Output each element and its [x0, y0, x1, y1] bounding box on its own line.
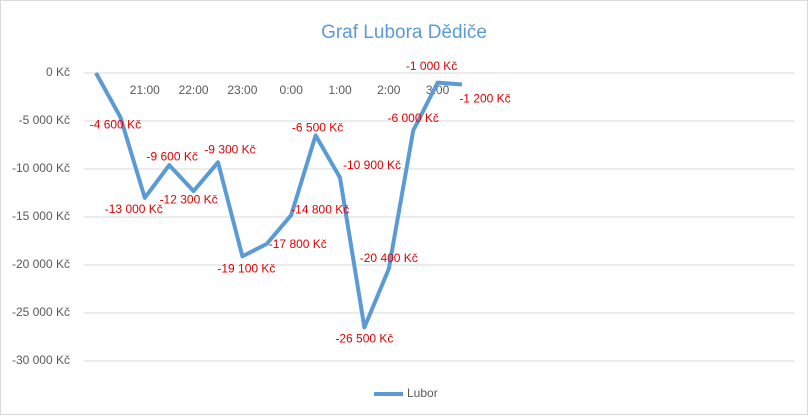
data-label: -6 000 Kč	[388, 111, 439, 125]
y-tick-label: -30 000 Kč	[12, 353, 70, 367]
data-label: -4 600 Kč	[90, 117, 141, 131]
data-label: -17 800 Kč	[269, 237, 327, 251]
data-label: -9 600 Kč	[147, 149, 198, 163]
data-line	[94, 72, 463, 330]
data-label: -20 400 Kč	[360, 251, 418, 265]
y-tick-label: -10 000 Kč	[12, 161, 70, 175]
data-label: -12 300 Kč	[160, 192, 218, 206]
data-label: -26 500 Kč	[335, 332, 393, 346]
x-tick-label: 2:00	[377, 83, 401, 97]
data-label: -14 800 Kč	[291, 202, 349, 216]
x-tick-label: 22:00	[179, 83, 209, 97]
data-label: -19 100 Kč	[217, 262, 275, 276]
y-tick-label: -25 000 Kč	[12, 305, 70, 319]
y-tick-label: 0 Kč	[46, 65, 70, 79]
x-tick-label: 1:00	[328, 83, 352, 97]
data-label: -1 200 Kč	[459, 92, 510, 106]
data-label: -1 000 Kč	[406, 59, 457, 73]
x-tick-label: 21:00	[130, 83, 160, 97]
y-tick-label: -15 000 Kč	[12, 209, 70, 223]
y-tick-label: -5 000 Kč	[19, 113, 70, 127]
x-tick-label: 23:00	[227, 83, 257, 97]
x-tick-label: 0:00	[280, 83, 304, 97]
legend-label: Lubor	[407, 386, 438, 400]
data-label: -9 300 Kč	[204, 142, 255, 156]
data-label: -13 000 Kč	[105, 202, 163, 216]
data-label: -6 500 Kč	[292, 121, 343, 135]
data-label: -10 900 Kč	[343, 158, 401, 172]
y-tick-label: -20 000 Kč	[12, 257, 70, 271]
chart-title: Graf Lubora Dědiče	[321, 22, 487, 43]
